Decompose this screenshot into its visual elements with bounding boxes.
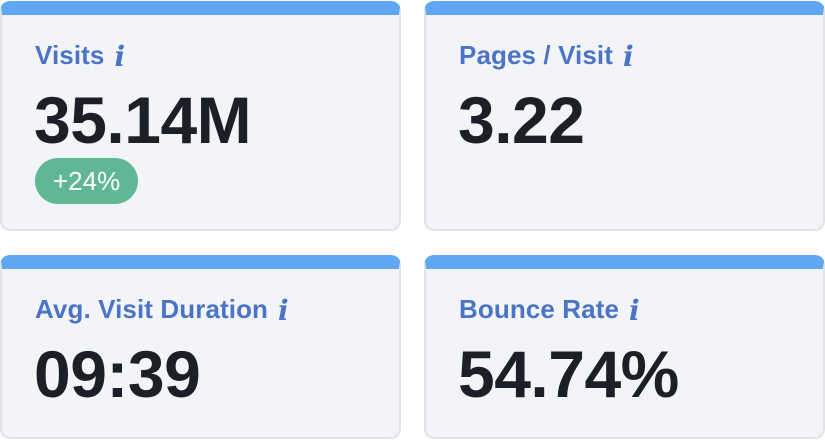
- bounce-rate-value: 54.74%: [458, 337, 679, 411]
- visits-change-badge: +24%: [35, 158, 139, 204]
- avg-visit-duration-label-row: Avg. Visit Duration i: [35, 294, 289, 325]
- avg-visit-duration-label: Avg. Visit Duration: [35, 294, 269, 324]
- visits-card: Visits i 35.14M +24%: [0, 1, 401, 231]
- info-icon[interactable]: i: [278, 293, 289, 327]
- visits-label: Visits: [35, 40, 105, 70]
- info-icon[interactable]: i: [114, 39, 126, 73]
- pages-per-visit-card: Pages / Visit i 3.22: [424, 1, 825, 231]
- info-icon[interactable]: i: [623, 39, 634, 73]
- bounce-rate-card: Bounce Rate i 54.74%: [424, 255, 825, 439]
- bounce-rate-label: Bounce Rate: [459, 294, 620, 324]
- avg-visit-duration-card: Avg. Visit Duration i 09:39: [0, 255, 401, 439]
- pages-per-visit-value: 3.22: [458, 83, 585, 157]
- visits-value: 35.14M: [34, 83, 252, 157]
- visits-label-row: Visits i: [35, 40, 125, 71]
- avg-visit-duration-value: 09:39: [34, 337, 201, 411]
- pages-per-visit-label-row: Pages / Visit i: [459, 40, 634, 71]
- bounce-rate-label-row: Bounce Rate i: [459, 294, 640, 325]
- info-icon[interactable]: i: [629, 293, 640, 327]
- pages-per-visit-label: Pages / Visit: [459, 40, 614, 70]
